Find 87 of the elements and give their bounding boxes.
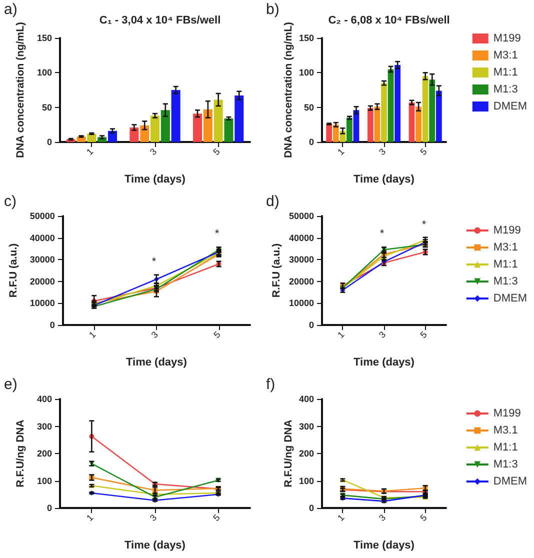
- y-tick-label: 150: [298, 33, 314, 43]
- y-tick-label: 0: [308, 503, 314, 513]
- x-tick-label: 1: [336, 329, 346, 340]
- x-tick-label: 5: [211, 146, 222, 158]
- x-tick-label: 3: [376, 329, 388, 340]
- y-tick-label: 100: [36, 476, 52, 486]
- y-tick-label: 0: [46, 503, 52, 513]
- y-tick-label: 50000: [288, 211, 314, 221]
- y-tick-label: 40000: [288, 232, 314, 243]
- annotation: *: [422, 219, 427, 231]
- y-tick-label: 0: [46, 137, 52, 147]
- y-tick-label: 10000: [288, 298, 314, 308]
- y-tick-label: 50: [42, 102, 52, 112]
- annotation: *: [152, 256, 157, 268]
- x-axis-title: Time (days): [124, 174, 186, 186]
- y-tick-label: 10000: [30, 298, 55, 308]
- text: f): [266, 376, 276, 393]
- x-tick-label: 1: [87, 329, 98, 340]
- y-axis-title: R.F.U/ng DNA: [14, 419, 27, 488]
- y-tick-label: 200: [298, 448, 314, 458]
- chart-title: C₁ - 3,04 x 10⁴ FBs/well: [99, 14, 221, 26]
- y-axis-title: R.F.U (a.u.): [270, 243, 282, 298]
- legend-label: M1:1: [493, 442, 518, 454]
- x-axis-title: Time (days): [354, 356, 415, 368]
- chart-title: C₂ - 6,08 x 10⁴ FBs/well: [328, 14, 450, 26]
- y-tick-label: 100: [298, 476, 314, 486]
- x-tick-label: 1: [336, 512, 346, 524]
- x-axis-title: Time (days): [354, 174, 415, 186]
- x-tick-label: 5: [418, 512, 429, 524]
- text: b): [266, 1, 280, 18]
- text: d): [266, 193, 280, 210]
- x-tick-label: 3: [376, 146, 388, 158]
- y-tick-label: 40000: [30, 232, 55, 243]
- x-tick-label: 5: [418, 146, 429, 158]
- x-tick-label: 1: [84, 146, 96, 158]
- legend-label: M1:3: [493, 458, 518, 470]
- y-tick-label: 150: [36, 33, 52, 43]
- y-axis-title: DNA concentration (ng/mL): [14, 22, 27, 158]
- y-tick-label: 50000: [30, 211, 55, 221]
- y-tick-label: 300: [36, 421, 52, 432]
- legend-label: M1:1: [493, 66, 518, 78]
- text: a): [4, 1, 18, 18]
- x-tick-label: 3: [376, 512, 388, 524]
- y-tick-label: 300: [298, 421, 314, 432]
- y-tick-label: 100: [298, 68, 314, 78]
- y-tick-label: 0: [308, 320, 314, 330]
- y-tick-label: 100: [36, 68, 52, 78]
- x-tick-label: 3: [148, 146, 159, 158]
- x-axis-title: Time (days): [354, 540, 415, 552]
- y-axis-title: DNA concentration (ng/mL): [282, 22, 294, 158]
- annotation: *: [380, 228, 385, 240]
- text: e): [4, 376, 18, 393]
- y-tick-label: 400: [36, 394, 52, 404]
- legend-label: M1:3: [493, 276, 518, 288]
- x-axis-title: Time (days): [126, 356, 188, 368]
- y-tick-label: 50: [304, 102, 314, 112]
- annotation: *: [214, 228, 220, 240]
- y-tick-label: 400: [298, 394, 314, 404]
- y-tick-label: 30000: [30, 254, 55, 265]
- x-tick-label: 1: [336, 146, 346, 158]
- y-tick-label: 200: [36, 448, 52, 458]
- x-tick-label: 3: [148, 512, 159, 524]
- x-tick-label: 5: [212, 329, 222, 340]
- legend-label: M199: [493, 408, 521, 420]
- x-tick-label: 1: [84, 512, 96, 524]
- text: c): [4, 193, 16, 210]
- x-tick-label: 5: [211, 512, 222, 524]
- legend-label: DMEM: [493, 100, 527, 112]
- y-axis-title: R.F.U (a.u.): [8, 243, 20, 298]
- x-tick-label: 3: [149, 329, 160, 340]
- legend-label: M3:1: [493, 50, 518, 62]
- legend-label: M3:1: [493, 242, 518, 254]
- y-axis-title: R.F.U/ng DNA: [282, 419, 294, 488]
- legend-label: M1:3: [493, 84, 518, 96]
- legend-label: DMEM: [493, 292, 527, 304]
- legend-label: M199: [493, 224, 521, 236]
- y-tick-label: 0: [50, 320, 55, 330]
- y-tick-label: 20000: [288, 276, 314, 286]
- x-tick-label: 5: [418, 329, 429, 340]
- y-tick-label: 0: [308, 137, 314, 147]
- legend-label: M1:1: [493, 258, 518, 270]
- legend-label: M3.1: [493, 424, 518, 436]
- legend-label: M199: [493, 32, 521, 44]
- y-tick-label: 20000: [30, 276, 55, 286]
- legend-label: DMEM: [493, 476, 527, 488]
- x-axis-title: Time (days): [124, 540, 186, 552]
- y-tick-label: 30000: [288, 254, 314, 265]
